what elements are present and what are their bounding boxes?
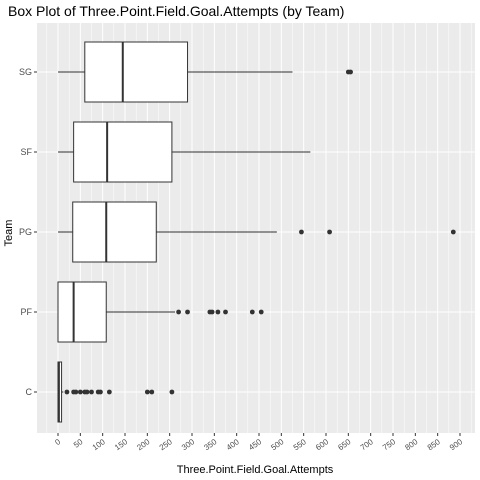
x-axis-title: Three.Point.Field.Goal.Attempts: [177, 464, 334, 476]
outlier-pf-4: [215, 309, 221, 315]
iqr-box-pg: [72, 201, 157, 263]
boxes: [57, 41, 456, 423]
outlier-sg-1: [348, 69, 353, 75]
x-tick-label-850: 850: [426, 437, 443, 452]
x-tick-label-600: 600: [314, 437, 331, 452]
outlier-pf-5: [223, 309, 228, 315]
y-tick-label-pf: PF: [20, 307, 32, 317]
outlier-c-9: [106, 389, 112, 395]
outlier-c-8: [98, 389, 103, 395]
iqr-box-sg: [84, 41, 189, 103]
x-tick-label-650: 650: [336, 437, 353, 452]
y-tick-label-sf: SF: [20, 147, 32, 157]
x-tick-label-100: 100: [91, 437, 108, 452]
x-tick-label-900: 900: [448, 437, 465, 452]
outlier-c-10: [144, 389, 150, 395]
x-tick-label-450: 450: [247, 437, 264, 452]
outlier-pf-1: [185, 309, 190, 315]
outlier-c-6: [89, 389, 94, 395]
box-pg: [58, 201, 456, 263]
outlier-pg-0: [299, 229, 304, 235]
outlier-pf-3: [209, 309, 215, 315]
y-axis-title: Team: [3, 220, 15, 247]
x-tick-label-250: 250: [158, 437, 175, 452]
x-tick-label-0: 0: [53, 437, 62, 447]
y-axis: SG SF PG PF C: [19, 67, 37, 397]
outlier-c-12: [169, 389, 175, 395]
outlier-c-11: [149, 389, 155, 395]
iqr-box-pf: [57, 281, 107, 343]
box-pf: [57, 281, 264, 343]
x-tick-label-50: 50: [72, 437, 85, 450]
box-sf: [58, 121, 311, 183]
x-tick-label-400: 400: [225, 437, 242, 452]
outlier-c-2: [73, 389, 79, 395]
x-tick-label-500: 500: [269, 437, 286, 452]
box-sg: [58, 41, 353, 103]
outlier-pf-6: [249, 309, 255, 315]
outlier-pg-1: [327, 229, 332, 235]
x-tick-label-700: 700: [359, 437, 376, 452]
iqr-box-sf: [73, 121, 173, 183]
x-tick-label-150: 150: [113, 437, 130, 452]
y-tick-label-sg: SG: [19, 67, 32, 77]
box-c: [57, 361, 175, 423]
x-tick-label-550: 550: [292, 437, 309, 452]
x-tick-label-750: 750: [381, 437, 398, 452]
outlier-c-3: [77, 389, 83, 395]
y-tick-label-pg: PG: [19, 227, 32, 237]
chart-title: Box Plot of Three.Point.Field.Goal.Attem…: [8, 3, 344, 19]
x-tick-label-350: 350: [202, 437, 219, 452]
outlier-c-0: [64, 389, 70, 395]
y-tick-label-c: C: [26, 387, 33, 397]
x-axis: 0 50 100 150 200 250 300 350 400 450 500 550 600 650 7…: [53, 433, 465, 452]
outlier-pg-2: [450, 229, 456, 235]
outlier-pf-0: [176, 309, 182, 315]
x-tick-label-300: 300: [180, 437, 197, 452]
outlier-c-5: [84, 389, 90, 395]
x-tick-label-200: 200: [135, 437, 152, 452]
outlier-pf-7: [258, 309, 264, 315]
x-tick-label-800: 800: [403, 437, 420, 452]
